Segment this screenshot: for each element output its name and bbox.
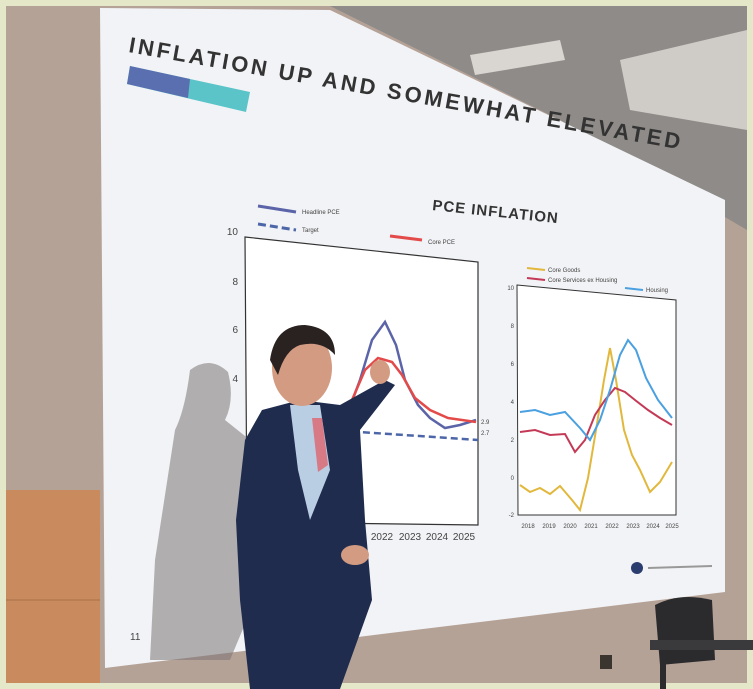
legend-label: Target <box>302 228 319 234</box>
x-tick-label: 2023 <box>399 532 422 543</box>
y-tick-label: 8 <box>232 277 238 288</box>
y-tick-label: 8 <box>511 324 515 330</box>
legend-swatch <box>526 277 546 281</box>
y-tick-label: 4 <box>232 374 238 385</box>
legend-swatch <box>526 267 546 271</box>
x-tick-label: 2023 <box>626 524 640 530</box>
title-accent <box>127 66 190 98</box>
hand <box>370 360 390 384</box>
legend-label: Core Goods <box>548 268 580 274</box>
suit <box>236 380 395 689</box>
legend-label: Core Services ex Housing <box>548 278 617 284</box>
ceiling-light <box>620 30 747 130</box>
legend-label: Headline PCE <box>302 210 340 216</box>
y-tick-label: -2 <box>509 513 515 519</box>
y-tick-label: 6 <box>511 362 515 368</box>
legend-swatch <box>257 204 297 214</box>
x-tick-label: 2022 <box>605 524 619 530</box>
x-tick-label: 2019 <box>542 524 556 530</box>
services-line <box>519 386 673 454</box>
core-line <box>338 356 477 441</box>
x-tick-label: 2018 <box>521 524 535 530</box>
x-tick-label: 2021 <box>584 524 598 530</box>
end-label: 2.7 <box>481 431 490 437</box>
chair-leg <box>660 650 666 689</box>
wall-panel <box>6 490 100 683</box>
legend-label: Core PCE <box>428 240 455 246</box>
y-tick-label: 4 <box>511 400 515 406</box>
logo <box>631 562 643 574</box>
y-tick-label: 10 <box>227 227 239 238</box>
y-tick-label: 2 <box>511 438 515 444</box>
hair <box>270 325 335 375</box>
right-plot <box>516 284 677 516</box>
table <box>650 640 753 650</box>
y-tick-label: 6 <box>232 325 238 336</box>
legend-swatch <box>389 234 423 242</box>
logo-text <box>647 565 713 569</box>
legend-label: Housing <box>646 288 668 294</box>
ceiling-light <box>470 40 565 75</box>
x-tick-label: 2024 <box>646 524 660 530</box>
shadow <box>150 362 255 660</box>
legend-swatch <box>257 222 297 232</box>
x-tick-label: 2025 <box>453 532 476 543</box>
x-tick-label: 2020 <box>563 524 577 530</box>
y-tick-label: 0 <box>511 476 515 482</box>
page-number: 11 <box>130 632 141 643</box>
y-tick-label: 10 <box>507 286 514 292</box>
x-tick-label: 2025 <box>665 524 679 530</box>
end-label: 2.9 <box>481 420 490 426</box>
core-goods-line <box>519 347 673 513</box>
x-tick-label: 2022 <box>371 532 394 543</box>
legend-swatch <box>624 287 644 291</box>
x-tick-label: 2024 <box>426 532 449 543</box>
hand <box>341 545 369 565</box>
tie <box>312 418 328 472</box>
housing-line <box>519 338 673 442</box>
outlet <box>600 655 612 669</box>
